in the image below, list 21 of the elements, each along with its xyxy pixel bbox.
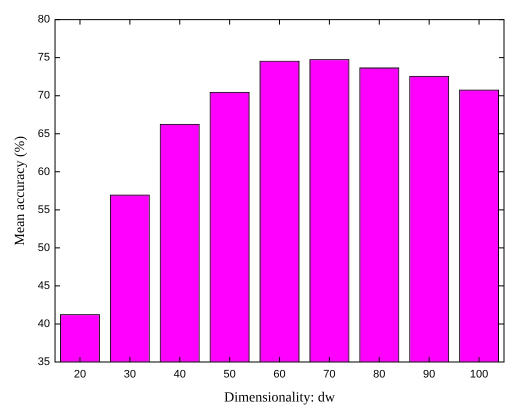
y-tick-label: 75 xyxy=(38,52,50,64)
y-tick-label: 40 xyxy=(38,318,50,330)
y-tick-label: 70 xyxy=(38,90,50,102)
x-tick-label: 20 xyxy=(74,368,86,381)
x-tick-label: 70 xyxy=(323,368,336,381)
y-tick-label: 80 xyxy=(38,14,50,26)
y-tick-label: 45 xyxy=(38,280,50,292)
x-axis-title: Dimensionality: dw xyxy=(224,390,336,406)
x-tick-label: 100 xyxy=(470,368,488,381)
y-tick-label: 50 xyxy=(38,242,50,254)
y-tick-label: 65 xyxy=(38,128,50,140)
x-tick-label: 50 xyxy=(224,368,236,381)
x-tick-label: 80 xyxy=(373,368,386,381)
y-tick-label: 55 xyxy=(38,204,50,216)
y-axis-title: Mean accuracy (%) xyxy=(13,136,28,246)
y-tick-label: 60 xyxy=(38,166,50,178)
y-tick-label: 35 xyxy=(38,356,50,368)
x-tick-label: 60 xyxy=(273,368,286,381)
x-tick-label: 40 xyxy=(174,368,186,381)
x-tick-label: 90 xyxy=(423,368,436,381)
x-tick-label: 30 xyxy=(124,368,136,381)
